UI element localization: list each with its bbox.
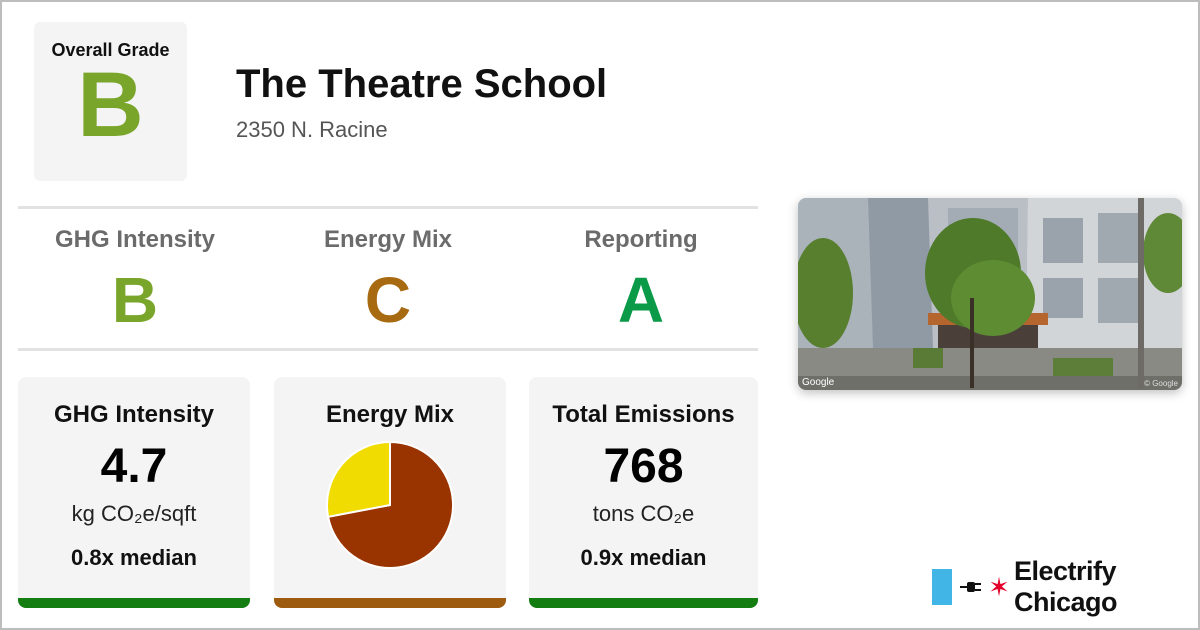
building-name: The Theatre School [236, 62, 608, 106]
electrify-chicago-logo[interactable]: ✶ Electrify Chicago [932, 556, 1200, 617]
total-emissions-card: Total Emissions 768 tons CO₂e 0.9x media… [529, 377, 758, 608]
subgrade-value: A [617, 264, 665, 336]
subgrade-label: Energy Mix [323, 226, 453, 253]
chicago-flag-icon [932, 569, 953, 605]
subgrade-label: GHG Intensity [54, 226, 216, 253]
building-address: 2350 N. Racine [236, 117, 388, 142]
subgrade-value: C [364, 264, 412, 336]
energy-mix-pie [326, 440, 454, 569]
subgrade-label: Reporting [584, 226, 698, 253]
ghg-intensity-unit: kg CO₂e/sqft [71, 501, 197, 526]
subgrade-energy-mix: Energy Mix C [270, 226, 506, 332]
card-title: Energy Mix [325, 401, 455, 428]
street-view-image [798, 198, 1182, 390]
energy-mix-grade-bar [274, 598, 506, 608]
ghg-grade-bar [18, 598, 250, 608]
google-copyright: © Google [1144, 379, 1178, 388]
chicago-star-icon: ✶ [988, 572, 1010, 602]
total-emissions-median: 0.9x median [580, 545, 707, 570]
card-title: GHG Intensity [53, 401, 215, 428]
google-watermark: Google [802, 377, 835, 388]
total-emissions-unit: tons CO₂e [592, 501, 695, 526]
subgrade-value: B [111, 264, 159, 336]
divider-bottom [18, 348, 758, 351]
ghg-intensity-card: GHG Intensity 4.7 kg CO₂e/sqft 0.8x medi… [18, 377, 250, 608]
emissions-grade-bar [529, 598, 758, 608]
subgrade-ghg-intensity: GHG Intensity B [17, 226, 253, 332]
ghg-intensity-value: 4.7 [100, 440, 168, 493]
overall-grade-box: Overall Grade B [34, 22, 187, 181]
card-title: Total Emissions [552, 401, 735, 428]
building-photo: Google © Google [798, 198, 1182, 390]
brand-name: Electrify Chicago [1013, 556, 1118, 617]
plug-icon [960, 580, 984, 594]
ghg-intensity-median: 0.8x median [71, 545, 197, 570]
divider-top [18, 206, 758, 209]
total-emissions-value: 768 [603, 440, 684, 493]
pie-slice-1 [326, 440, 391, 518]
overall-grade-value: B [77, 54, 144, 156]
overall-grade-label: Overall Grade [51, 40, 170, 60]
subgrade-reporting: Reporting A [523, 226, 759, 332]
energy-mix-card: Energy Mix [274, 377, 506, 608]
